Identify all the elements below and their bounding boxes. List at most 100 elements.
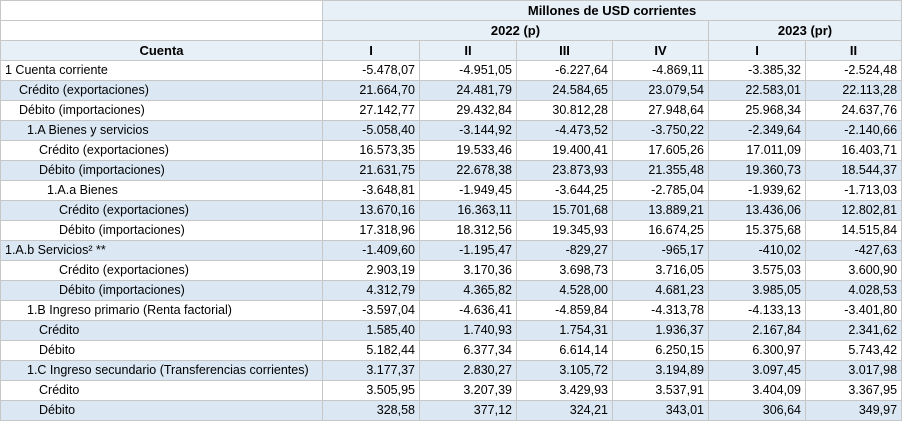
table-row: Débito (importaciones) 4.312,79 4.365,82 4.… — [0, 280, 903, 301]
value-cell: 21.355,48 — [612, 160, 709, 181]
year-2022-header: 2022 (p) — [322, 20, 709, 41]
units-header: Millones de USD corrientes — [321, 0, 903, 21]
value-cell: -4.951,05 — [419, 60, 517, 81]
value-cell: -5.478,07 — [322, 60, 420, 81]
value-cell: -4.473,52 — [516, 120, 613, 141]
table-row: 1.C Ingreso secundario (Transferencias c… — [0, 360, 903, 381]
table-row: Crédito (exportaciones) 16.573,35 19.533,4… — [0, 140, 903, 161]
row-label: Débito — [0, 400, 323, 421]
value-cell: -2.524,48 — [804, 60, 903, 81]
value-cell: 16.363,11 — [419, 200, 517, 221]
value-cell: 19.345,93 — [516, 220, 613, 241]
value-cell: 2.903,19 — [322, 260, 420, 281]
value-cell: 21.664,70 — [322, 80, 420, 101]
value-cell: 349,97 — [804, 400, 903, 421]
value-cell: 17.605,26 — [612, 140, 709, 161]
value-cell: 4.312,79 — [322, 280, 420, 301]
value-cell: -1.409,60 — [322, 240, 420, 261]
value-cell: -3.750,22 — [612, 120, 709, 141]
row-label: 1.A.a Bienes — [0, 180, 323, 201]
value-cell: 16.403,71 — [804, 140, 903, 161]
value-cell: 16.674,25 — [612, 220, 709, 241]
row-label: Débito (importaciones) — [0, 160, 323, 181]
value-cell: 3.537,91 — [612, 380, 709, 401]
value-cell: 22.113,28 — [804, 80, 903, 101]
value-cell: 2.341,62 — [804, 320, 903, 341]
value-cell: 18.312,56 — [419, 220, 517, 241]
value-cell: 3.097,45 — [708, 360, 806, 381]
value-cell: 13.436,06 — [708, 200, 806, 221]
value-cell: 18.544,37 — [804, 160, 903, 181]
value-cell: -427,63 — [804, 240, 903, 261]
table-row: 1.B Ingreso primario (Renta factorial) -3… — [0, 300, 903, 321]
table-row: Débito 328,58 377,12 324,21 343,01 306,64 349,… — [0, 400, 903, 421]
value-cell: 3.207,39 — [419, 380, 517, 401]
value-cell: 377,12 — [419, 400, 517, 421]
header-blank-cell — [0, 20, 323, 41]
cuenta-header: Cuenta — [0, 40, 323, 61]
value-cell: 25.968,34 — [708, 100, 806, 121]
quarter-header: III — [516, 40, 613, 61]
value-cell: 13.670,16 — [322, 200, 420, 221]
value-cell: -2.140,66 — [804, 120, 903, 141]
value-cell: 24.481,79 — [419, 80, 517, 101]
value-cell: 3.105,72 — [516, 360, 613, 381]
value-cell: 3.505,95 — [322, 380, 420, 401]
value-cell: 4.365,82 — [419, 280, 517, 301]
value-cell: -5.058,40 — [322, 120, 420, 141]
value-cell: 12.802,81 — [804, 200, 903, 221]
value-cell: 27.142,77 — [322, 100, 420, 121]
value-cell: -4.313,78 — [612, 300, 709, 321]
row-label: 1.A.b Servicios² ** — [0, 240, 323, 261]
value-cell: 3.575,03 — [708, 260, 806, 281]
value-cell: 3.177,37 — [322, 360, 420, 381]
value-cell: 13.889,21 — [612, 200, 709, 221]
value-cell: 17.318,96 — [322, 220, 420, 241]
value-cell: -965,17 — [612, 240, 709, 261]
row-label: Débito (importaciones) — [0, 220, 323, 241]
value-cell: -3.401,80 — [804, 300, 903, 321]
table-row: Débito (importaciones) 21.631,75 22.678,38… — [0, 160, 903, 181]
quarter-header: I — [708, 40, 806, 61]
table-row: 1.A.b Servicios² ** -1.409,60 -1.195,47 -82… — [0, 240, 903, 261]
value-cell: 30.812,28 — [516, 100, 613, 121]
value-cell: 3.429,93 — [516, 380, 613, 401]
value-cell: 6.377,34 — [419, 340, 517, 361]
table-row: Crédito (exportaciones) 13.670,16 16.363,1… — [0, 200, 903, 221]
value-cell: 22.583,01 — [708, 80, 806, 101]
table-row: Crédito (exportaciones) 21.664,70 24.481,7… — [0, 80, 903, 101]
value-cell: 2.167,84 — [708, 320, 806, 341]
row-label: 1.C Ingreso secundario (Transferencias c… — [0, 360, 323, 381]
value-cell: 5.743,42 — [804, 340, 903, 361]
value-cell: 17.011,09 — [708, 140, 806, 161]
value-cell: 4.028,53 — [804, 280, 903, 301]
row-label: Crédito (exportaciones) — [0, 200, 323, 221]
value-cell: 23.079,54 — [612, 80, 709, 101]
table-row: Crédito 3.505,95 3.207,39 3.429,93 3.537,91 3… — [0, 380, 903, 401]
value-cell: 21.631,75 — [322, 160, 420, 181]
value-cell: 6.614,14 — [516, 340, 613, 361]
row-label: Débito (importaciones) — [0, 280, 323, 301]
value-cell: -1.939,62 — [708, 180, 806, 201]
value-cell: -4.636,41 — [419, 300, 517, 321]
value-cell: -4.859,84 — [516, 300, 613, 321]
value-cell: -829,27 — [516, 240, 613, 261]
value-cell: 343,01 — [612, 400, 709, 421]
value-cell: 1.936,37 — [612, 320, 709, 341]
value-cell: -6.227,64 — [516, 60, 613, 81]
row-label: 1.A Bienes y servicios — [0, 120, 323, 141]
value-cell: -3.597,04 — [322, 300, 420, 321]
row-label: Crédito (exportaciones) — [0, 140, 323, 161]
row-label: Crédito (exportaciones) — [0, 80, 323, 101]
quarter-header: II — [804, 40, 903, 61]
value-cell: 23.873,93 — [516, 160, 613, 181]
row-label: Crédito — [0, 320, 323, 341]
row-label: Débito — [0, 340, 323, 361]
value-cell: 6.300,97 — [708, 340, 806, 361]
value-cell: 3.017,98 — [804, 360, 903, 381]
value-cell: 19.533,46 — [419, 140, 517, 161]
table-row: Débito (importaciones) 27.142,77 29.432,84… — [0, 100, 903, 121]
table-row: Débito (importaciones) 17.318,96 18.312,56… — [0, 220, 903, 241]
value-cell: -4.133,13 — [708, 300, 806, 321]
value-cell: 27.948,64 — [612, 100, 709, 121]
